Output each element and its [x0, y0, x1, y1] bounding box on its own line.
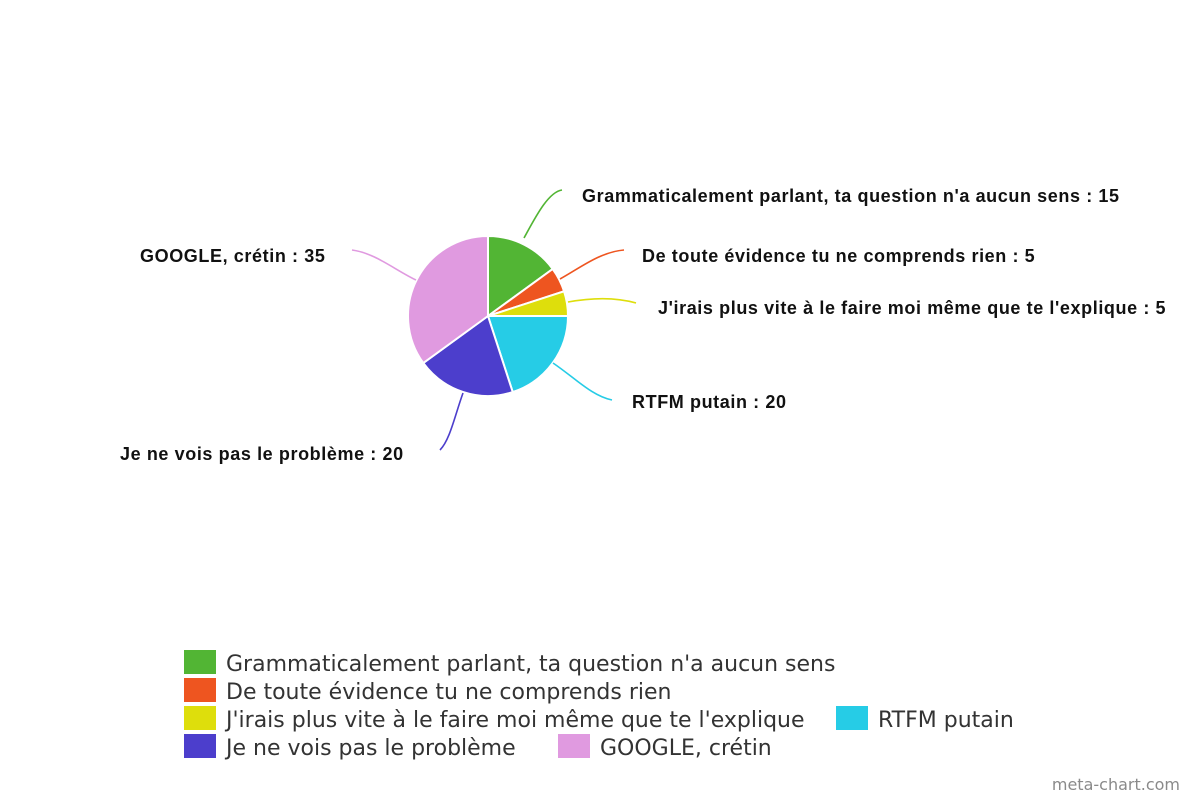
leader-line-evidence: [559, 249, 625, 280]
leader-lines: [351, 189, 637, 451]
pie-slices: [407, 234, 570, 397]
legend-swatch-probleme: [184, 734, 216, 758]
leader-line-irais: [567, 297, 637, 304]
chart-credit: meta-chart.com: [1052, 775, 1180, 794]
legend-label-evidence: De toute évidence tu ne comprends rien: [226, 680, 671, 705]
pie-slice-google: [407, 234, 489, 365]
legend: Grammaticalement parlant, ta question n'…: [184, 650, 1014, 761]
slice-label-google: GOOGLE, crétin : 35: [140, 246, 325, 266]
legend-swatch-google: [558, 734, 590, 758]
slice-label-rtfm: RTFM putain : 20: [632, 392, 787, 412]
legend-swatch-rtfm: [836, 706, 868, 730]
pie-slice-grammaticalement: [487, 234, 555, 318]
slice-label-evidence: De toute évidence tu ne comprends rien :…: [642, 246, 1035, 266]
legend-swatch-grammaticalement: [184, 650, 216, 674]
leader-line-grammaticalement: [523, 189, 563, 239]
legend-swatch-evidence: [184, 678, 216, 702]
leader-line-rtfm: [552, 362, 613, 401]
pie-slice-rtfm: [486, 315, 570, 394]
pie-slice-probleme: [421, 314, 514, 397]
slice-label-grammaticalement: Grammaticalement parlant, ta question n'…: [582, 186, 1120, 206]
legend-label-grammaticalement: Grammaticalement parlant, ta question n'…: [226, 652, 835, 677]
legend-label-irais: J'irais plus vite à le faire moi même qu…: [224, 708, 805, 733]
leader-line-google: [351, 249, 417, 281]
legend-swatch-irais: [184, 706, 216, 730]
legend-label-probleme: Je ne vois pas le problème: [224, 736, 516, 761]
slice-label-irais: J'irais plus vite à le faire moi même qu…: [658, 298, 1166, 318]
slice-labels: Grammaticalement parlant, ta question n'…: [120, 186, 1166, 464]
legend-label-rtfm: RTFM putain: [878, 708, 1014, 733]
leader-line-probleme: [439, 392, 464, 451]
legend-label-google: GOOGLE, crétin: [600, 736, 772, 761]
slice-label-probleme: Je ne vois pas le problème : 20: [120, 444, 404, 464]
